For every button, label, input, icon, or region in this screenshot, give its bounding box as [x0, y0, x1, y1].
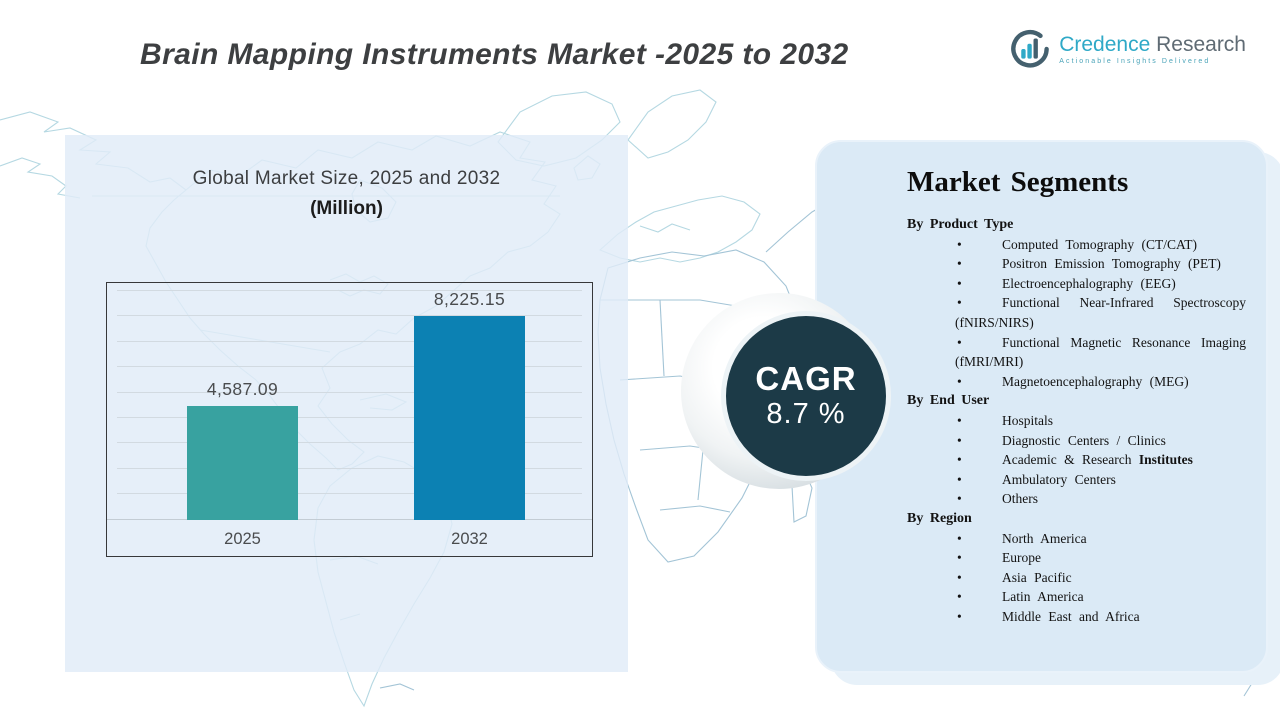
gridline: [117, 416, 582, 418]
bar-chart: 4,587.09 8,225.15 2025 2032: [106, 282, 593, 557]
bar-column-2032: 8,225.15: [414, 289, 525, 520]
x-tick-2025: 2025: [224, 530, 261, 548]
segment-item: Functional Magnetic Resonance Imaging (f…: [955, 333, 1246, 372]
x-tick-2032: 2032: [451, 530, 488, 548]
segment-item: Middle East and Africa: [955, 607, 1246, 627]
brand-text: Credence Research Actionable Insights De…: [1059, 32, 1246, 65]
gridline: [117, 289, 582, 291]
plot-area: 4,587.09 8,225.15 2025 2032: [107, 283, 592, 556]
chart-subtitle: (Million): [310, 198, 383, 219]
gridline: [117, 340, 582, 342]
gridline: [117, 442, 582, 444]
x-axis-line: [107, 518, 592, 520]
segment-item: Asia Pacific: [955, 568, 1246, 588]
gridline: [117, 366, 582, 368]
segment-item: Ambulatory Centers: [955, 470, 1246, 490]
bar-value-label-2025: 4,587.09: [206, 378, 279, 399]
page-title: Brain Mapping Instruments Market -2025 t…: [140, 38, 849, 71]
segments-list: By Product Type Computed Tomography (CT/C…: [907, 215, 1246, 626]
segment-item: Computed Tomography (CT/CAT): [955, 235, 1246, 255]
gridline: [117, 315, 582, 317]
segment-item: Academic & Research Institutes: [955, 450, 1246, 470]
brand-name-secondary: Research: [1156, 32, 1246, 56]
gridline: [117, 493, 582, 495]
gridline: [117, 467, 582, 469]
market-segments-panel: Market Segments By Product Type Computed …: [815, 140, 1268, 673]
bar-column-2025: 4,587.09: [187, 379, 298, 520]
segment-item: Magnetoencephalography (MEG): [955, 372, 1246, 392]
segment-group-title: By End User: [907, 393, 990, 409]
segment-group-title: By Region: [907, 510, 972, 526]
brand-name-primary: Credence: [1059, 32, 1151, 56]
chart-panel: Global Market Size, 2025 and 2032 (Milli…: [65, 135, 628, 672]
cagr-value: 8.7 %: [766, 398, 846, 430]
segment-item: Positron Emission Tomography (PET): [955, 254, 1246, 274]
bar-value-label-2032: 8,225.15: [433, 288, 506, 309]
segment-item: Electroencephalography (EEG): [955, 274, 1246, 294]
segment-item: Hospitals: [955, 411, 1246, 431]
segment-item: Functional Near-Infrared Spectroscopy (f…: [955, 293, 1246, 332]
brand-logo: Credence Research Actionable Insights De…: [1009, 28, 1246, 70]
brand-name: Credence Research: [1059, 32, 1246, 56]
segment-item: Diagnostic Centers / Clinics: [955, 431, 1246, 451]
cagr-label: CAGR: [755, 360, 857, 397]
segment-item: Europe: [955, 548, 1246, 568]
segment-item: Others: [955, 489, 1246, 509]
segment-item: Latin America: [955, 587, 1246, 607]
segment-group-list: HospitalsDiagnostic Centers / ClinicsAca…: [955, 411, 1246, 509]
bar-2032: 8,225.15: [414, 289, 525, 520]
segments-heading: Market Segments: [907, 166, 1129, 198]
segment-group-title: By Product Type: [907, 217, 1014, 232]
chart-title: Global Market Size, 2025 and 2032: [192, 168, 501, 189]
bar-chart-ring-icon: [1011, 30, 1050, 68]
segment-group-list: Computed Tomography (CT/CAT)Positron Emi…: [955, 235, 1246, 392]
gridline: [117, 391, 582, 393]
brand-tagline: Actionable Insights Delivered: [1059, 57, 1211, 65]
bar-2025: 4,587.09: [187, 379, 298, 520]
segment-item: North America: [955, 529, 1246, 549]
cagr-badge: CAGR 8.7 %: [721, 311, 891, 481]
segment-group-list: North AmericaEuropeAsia PacificLatin Ame…: [955, 529, 1246, 627]
